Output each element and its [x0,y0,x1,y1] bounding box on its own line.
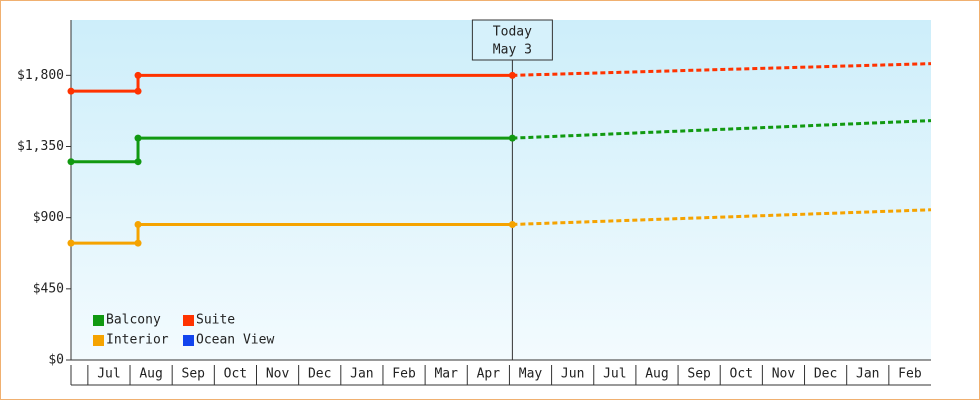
point [134,87,142,95]
point [134,220,142,228]
x-tick-label: Jul [603,367,626,382]
x-tick-label: Sep [182,367,206,382]
point [134,134,142,142]
legend-label: Suite [196,313,235,328]
x-tick-label: Sep [687,367,711,382]
series-line [71,222,513,245]
y-tick-label: $900 [33,210,64,225]
x-tick-label: Aug [645,367,668,382]
y-tick-label: $1,350 [17,139,64,154]
x-tick-label: Oct [730,367,753,382]
point [67,158,75,166]
y-tick-label: $1,800 [17,68,64,83]
point [134,158,142,166]
plot-area [71,20,931,360]
x-tick-label: Feb [392,367,416,382]
point [134,239,142,247]
point [67,87,75,95]
legend-swatch [183,315,194,326]
x-tick-label: Aug [139,367,162,382]
legend-swatch [93,335,104,346]
series-line [71,136,513,164]
x-tick-label: Dec [308,367,331,382]
legend-swatch [183,335,194,346]
legend-label: Balcony [106,313,161,328]
x-tick-label: Oct [224,367,247,382]
x-tick-label: Jun [561,367,584,382]
series-line [71,73,513,93]
x-tick-label: Jul [97,367,120,382]
forecast-line [512,62,932,77]
x-tick-label: Jan [350,367,373,382]
legend-label: Interior [106,333,169,348]
y-tick-label: $450 [33,281,64,296]
legend-swatch [93,315,104,326]
x-tick-label: Jan [856,367,879,382]
x-tick-label: Mar [434,367,458,382]
today-title: Today [493,25,532,40]
today-box [471,19,553,61]
x-tick-label: Apr [477,367,501,382]
x-tick-label: Nov [772,367,796,382]
x-tick-label: Feb [898,367,922,382]
point [67,239,75,247]
x-tick-label: Dec [814,367,837,382]
x-tick-label: Nov [266,367,290,382]
today-date: May 3 [493,43,532,58]
forecast-line [512,119,932,140]
point [134,71,142,79]
legend-label: Ocean View [196,333,274,348]
y-tick-label: $0 [48,353,64,368]
x-tick-label: May [519,367,543,382]
forecast-line [512,208,932,226]
